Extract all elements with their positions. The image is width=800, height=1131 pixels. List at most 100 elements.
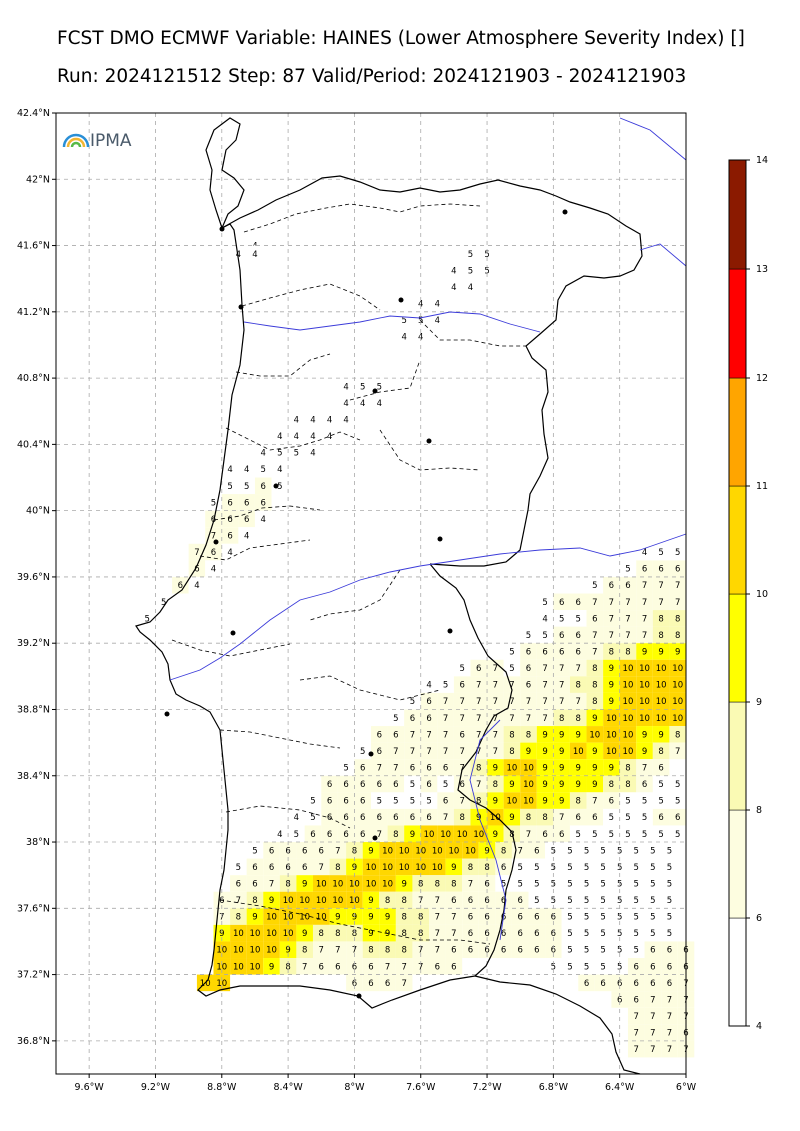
- cell-value: 7: [650, 1029, 655, 1039]
- heatmap-cell: [230, 891, 247, 909]
- longitude-axis: 9.6°W 9.2°W 8.8°W 8.4°W 8°W 7.6°W 7.2°W 6.8°W 6.…: [75, 1074, 697, 1093]
- lon-tick-label: 8°W: [344, 1082, 365, 1093]
- cell-value: 9: [410, 830, 415, 840]
- heatmap-cell: [329, 891, 347, 909]
- heatmap-cell: [553, 610, 570, 627]
- cell-value: 6: [484, 929, 489, 939]
- heatmap-cell: [520, 825, 537, 843]
- heatmap-cell: [619, 643, 637, 660]
- heatmap-cell: [437, 709, 454, 727]
- cell-value: 5: [600, 896, 605, 906]
- cell-value: 7: [476, 747, 481, 757]
- heatmap-cell: [371, 759, 388, 776]
- cell-value: 6: [426, 780, 431, 790]
- cell-value: 5: [625, 830, 630, 840]
- heatmap-cell: [429, 891, 446, 909]
- heatmap-cell: [644, 958, 662, 975]
- cell-value: 8: [576, 714, 581, 724]
- lon-tick-label: 6.8°W: [539, 1082, 569, 1093]
- heatmap-cell: [636, 808, 653, 826]
- heatmap-cell: [354, 394, 371, 412]
- heatmap-cell: [520, 808, 537, 826]
- heatmap-cell: [503, 792, 521, 809]
- heatmap-cell: [553, 676, 570, 693]
- spain-coast: [474, 975, 641, 1075]
- cell-value: 10: [266, 913, 277, 923]
- heatmap-cell: [379, 875, 396, 892]
- heatmap-cell: [337, 792, 355, 809]
- heatmap-cell: [429, 941, 446, 959]
- heatmap-cell: [652, 610, 670, 627]
- galicia-coast: [205, 117, 245, 229]
- cell-value: 6: [269, 846, 274, 856]
- cell-value: 4: [343, 382, 348, 392]
- cell-value: 7: [509, 714, 514, 724]
- cell-value: 5: [517, 863, 522, 873]
- cell-value: 6: [343, 830, 348, 840]
- heatmap-cell: [354, 825, 371, 843]
- lon-tick-label: 7.6°W: [406, 1082, 436, 1093]
- cell-value: 6: [584, 979, 589, 989]
- cell-value: 5: [567, 929, 572, 939]
- cell-value: 6: [650, 946, 655, 956]
- heatmap-cell: [412, 328, 430, 345]
- heatmap-cell: [337, 825, 355, 843]
- heatmap-cell: [619, 825, 637, 843]
- heatmap-cell: [329, 858, 347, 876]
- cell-value: 5: [675, 797, 680, 807]
- cell-value: 9: [335, 913, 340, 923]
- cell-value: 5: [584, 913, 589, 923]
- heatmap-cell: [578, 842, 595, 859]
- cell-value: 5: [634, 846, 639, 856]
- cell-value: 4: [426, 681, 431, 691]
- lat-tick-label: 41.6°N: [17, 241, 50, 252]
- cell-value: 5: [534, 863, 539, 873]
- cell-value: 7: [385, 962, 390, 972]
- heatmap-cell: [437, 825, 454, 843]
- cell-value: 5: [609, 813, 614, 823]
- heatmap-cell: [503, 726, 521, 743]
- cell-value: 9: [559, 780, 564, 790]
- heatmap-cell: [594, 924, 612, 942]
- cell-value: 6: [352, 962, 357, 972]
- heatmap-cell: [569, 643, 587, 660]
- cell-value: 6: [534, 929, 539, 939]
- heatmap-cell: [453, 825, 471, 843]
- heatmap-cell: [528, 941, 546, 959]
- cell-value: 8: [385, 946, 390, 956]
- cell-value: 9: [609, 763, 614, 773]
- heatmap-cell: [246, 875, 264, 892]
- heatmap-cell: [395, 891, 413, 909]
- heatmap-cell: [520, 759, 537, 776]
- heatmap-cell: [429, 295, 446, 312]
- colorbar-frame: [728, 159, 747, 1027]
- cell-value: 7: [302, 962, 307, 972]
- cell-value: 6: [526, 664, 531, 674]
- heatmap-cell: [578, 858, 595, 876]
- cell-value: 9: [542, 763, 547, 773]
- cell-value: 8: [476, 797, 481, 807]
- cell-value: 6: [468, 929, 473, 939]
- cell-value: 9: [592, 747, 597, 757]
- cell-value: 10: [316, 896, 327, 906]
- cell-value: 5: [534, 896, 539, 906]
- cell-value: 7: [377, 830, 382, 840]
- cell-value: 5: [393, 797, 398, 807]
- heatmap-cell: [619, 676, 637, 693]
- heatmap-cell: [304, 444, 322, 461]
- cell-value: 7: [236, 896, 241, 906]
- cell-value: 8: [401, 913, 406, 923]
- heatmap-cell: [619, 759, 637, 776]
- heatmap-cell: [362, 974, 380, 992]
- cell-value: 6: [576, 647, 581, 657]
- heatmap-cell: [644, 1040, 662, 1058]
- cell-value: 8: [675, 631, 680, 641]
- heatmap-cell: [279, 941, 297, 959]
- cell-value: 5: [567, 962, 572, 972]
- cell-value: 8: [435, 879, 440, 889]
- cell-value: 7: [377, 763, 382, 773]
- heatmap-cell: [603, 692, 620, 710]
- heatmap-cell: [652, 759, 670, 776]
- heatmap-cell: [412, 924, 430, 942]
